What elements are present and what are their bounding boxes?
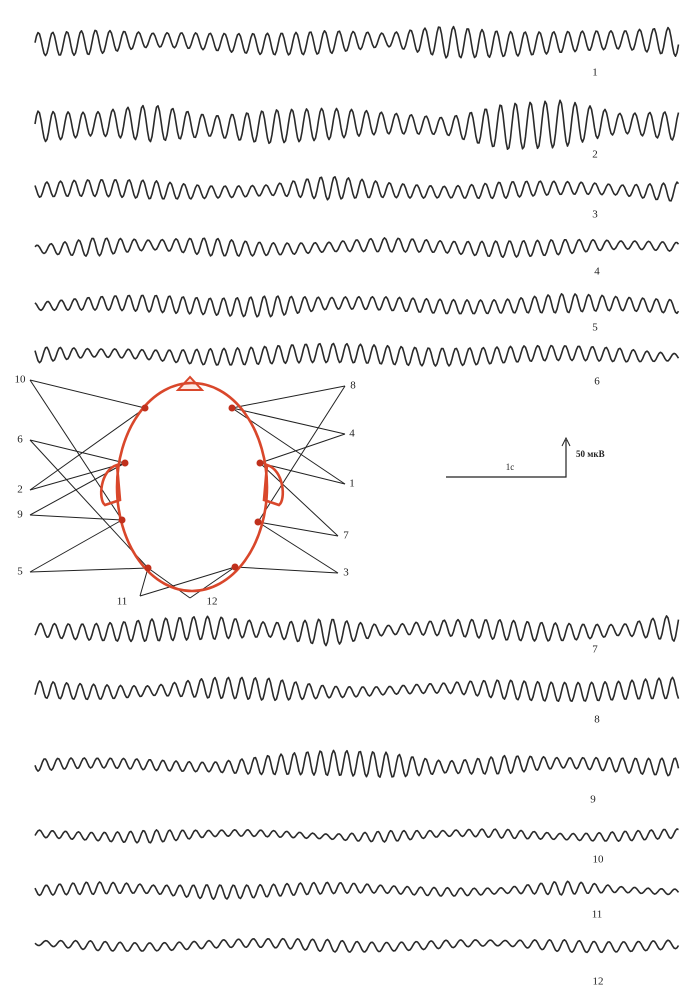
scale-bar: 1с 50 мкВ: [446, 438, 605, 477]
electrode: [229, 405, 236, 412]
scale-amplitude: 50 мкВ: [576, 449, 605, 459]
electrode: [232, 564, 239, 571]
wire: [30, 520, 122, 572]
trace-label: 12: [593, 976, 604, 988]
trace-label: 3: [592, 209, 598, 221]
montage-label: 10: [15, 374, 27, 386]
eeg-trace: [35, 238, 679, 257]
eeg-trace: [35, 27, 679, 58]
montage-label: 7: [343, 530, 349, 542]
montage-label: 11: [117, 596, 128, 608]
montage-label: 3: [343, 567, 349, 579]
eeg-trace: [35, 294, 679, 317]
trace-label: 4: [594, 266, 600, 278]
wire: [30, 440, 125, 463]
trace-label: 5: [592, 322, 598, 334]
head-outline: [117, 383, 267, 591]
montage-wires: [30, 380, 345, 598]
electrode: [119, 517, 126, 524]
montage-label: 2: [17, 484, 23, 496]
wire: [30, 380, 145, 408]
wire: [30, 568, 148, 572]
wire: [140, 568, 148, 596]
montage-label: 8: [350, 380, 356, 392]
wire: [30, 380, 122, 520]
trace-label: 8: [594, 714, 600, 726]
eeg-trace: [35, 750, 679, 777]
eeg-trace: [35, 939, 679, 953]
scale-time: 1с: [506, 462, 515, 472]
montage-label: 1: [349, 478, 355, 490]
electrode: [257, 460, 264, 467]
montage-diagram: 10 6 2 9 5 8 4 1 7 3 11 12: [15, 374, 357, 608]
montage-label: 9: [17, 509, 23, 521]
wire: [260, 463, 338, 536]
eeg-trace: [35, 177, 679, 201]
electrode: [142, 405, 149, 412]
wire: [190, 567, 235, 598]
electrode: [255, 519, 262, 526]
electrodes: [119, 405, 264, 572]
eeg-trace: [35, 677, 679, 701]
wire: [30, 515, 122, 520]
eeg-trace: [35, 100, 679, 149]
trace-label: 10: [593, 854, 605, 866]
trace-label: 9: [590, 794, 596, 806]
wire: [30, 463, 125, 515]
wire: [258, 522, 338, 573]
eeg-trace: [35, 344, 679, 367]
trace-label: 11: [592, 909, 603, 921]
wire: [260, 434, 345, 463]
montage-label: 12: [207, 596, 218, 608]
montage-label: 4: [349, 428, 355, 440]
montage-label: 6: [17, 434, 23, 446]
wire: [260, 463, 345, 484]
electrode: [145, 565, 152, 572]
electrode: [122, 460, 129, 467]
trace-label: 1: [592, 67, 598, 79]
trace-label: 7: [592, 644, 598, 656]
trace-label: 2: [592, 149, 598, 161]
trace-label: 6: [594, 376, 600, 388]
eeg-trace: [35, 616, 679, 646]
eeg-trace: [35, 829, 679, 843]
wire: [232, 386, 345, 408]
eeg-figure: 10 6 2 9 5 8 4 1 7 3 11 12 1с 50 мкВ 123…: [0, 0, 685, 988]
eeg-trace: [35, 881, 679, 899]
montage-label: 5: [17, 566, 23, 578]
wire: [30, 408, 145, 490]
wire: [235, 567, 338, 573]
